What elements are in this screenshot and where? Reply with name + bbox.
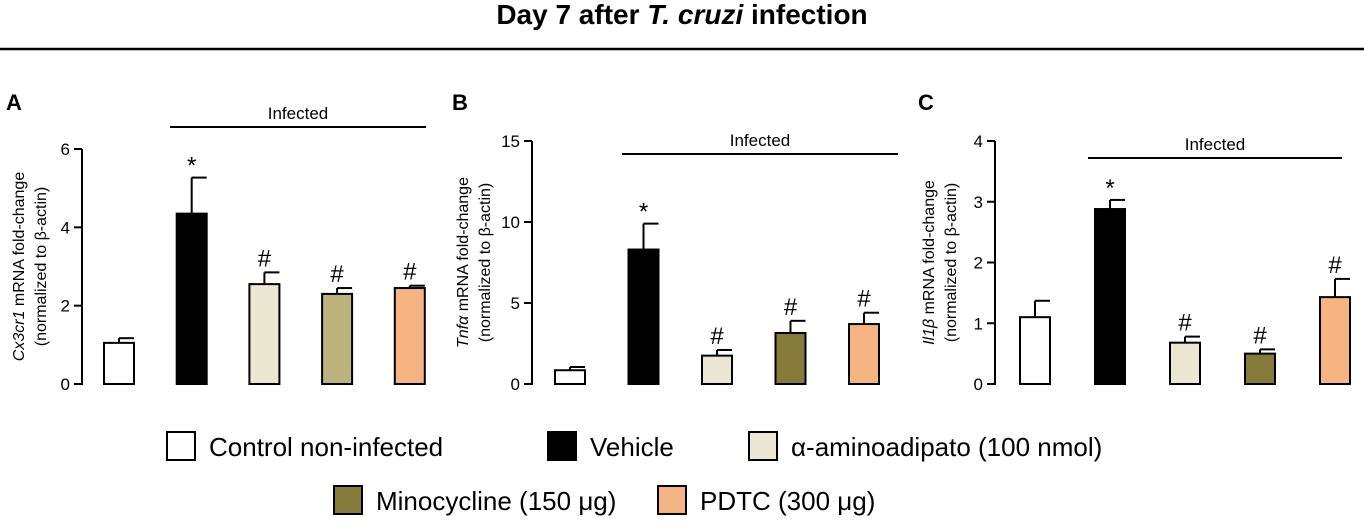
legend-item-3: α-aminoadipato (100 nmol) [748, 431, 1102, 462]
significance-hash: # [403, 259, 417, 286]
figure-title-italic: T. cruzi [647, 0, 744, 30]
legend-label: PDTC (300 μg) [700, 486, 875, 516]
significance-hash: # [258, 245, 272, 272]
significance-star: * [1105, 175, 1114, 202]
bar-2 [627, 248, 660, 385]
significance-star: * [639, 199, 648, 226]
y-tick-label: 1 [974, 314, 983, 333]
significance-hash: # [857, 286, 871, 313]
significance-hash: # [784, 294, 798, 321]
legend-item-5: PDTC (300 μg) [657, 485, 875, 516]
significance-hash: # [1253, 322, 1267, 349]
y-tick-label: 0 [61, 375, 70, 394]
infected-label: Infected [730, 131, 791, 150]
y-axis-label: Tnfα mRNA fold-change [455, 177, 472, 348]
y-tick-label: 2 [974, 254, 983, 273]
bar-1 [554, 369, 586, 386]
panel-letter: A [6, 90, 22, 115]
significance-hash: # [710, 323, 724, 350]
panel-a: A Cx3cr1 mRNA fold-change (normalized to β… [6, 90, 426, 394]
y-tick-label: 2 [61, 297, 70, 316]
legend-label: Vehicle [590, 432, 674, 462]
y-axis-label: Il1β mRNA fold-change [921, 180, 938, 345]
bar-1 [1019, 316, 1051, 385]
bar-5 [848, 323, 880, 385]
y-tick-label: 4 [974, 132, 983, 151]
y-tick-label: 6 [61, 140, 70, 159]
legend-label: α-aminoadipato (100 nmol) [791, 432, 1102, 462]
figure-title-prefix: Day 7 after [496, 0, 647, 30]
bar-3 [701, 354, 733, 385]
significance-star: * [187, 153, 196, 180]
y-tick-label: 5 [511, 294, 520, 313]
significance-hash: # [1328, 252, 1342, 279]
legend-item-1: Control non-infected [166, 431, 443, 462]
figure-title-suffix: infection [743, 0, 867, 30]
legend-label: Control non-infected [209, 432, 443, 462]
y-axis-label: Cx3cr1 mRNA fold-change [11, 172, 28, 362]
bar-4 [321, 292, 354, 385]
panel-letter: C [918, 90, 934, 115]
y-axis-label-gene: Tnfα [455, 315, 472, 348]
bar-3 [248, 283, 281, 385]
y-axis-label-normalization: (normalized to β-actin) [33, 187, 50, 346]
bar-5 [393, 287, 426, 385]
y-axis-label-unit: mRNA fold-change [921, 180, 938, 319]
bar-4 [1244, 352, 1276, 385]
legend: Control non-infected Vehicle α-aminoadipat… [166, 431, 1102, 516]
y-axis-label-gene: Cx3cr1 [11, 311, 28, 362]
significance-hash: # [1178, 310, 1192, 337]
panel-b: B Tnfα mRNA fold-change (normalized to β-a… [452, 90, 898, 394]
y-axis-label-normalization: (normalized to β-actin) [477, 183, 494, 342]
legend-item-2: Vehicle [547, 431, 674, 462]
legend-swatch [333, 485, 363, 515]
panel-c: C Il1β mRNA fold-change (normalized to β-a… [918, 90, 1351, 394]
bar-4 [774, 331, 807, 385]
y-axis-label-unit: mRNA fold-change [455, 177, 472, 316]
y-tick-label: 10 [501, 213, 520, 232]
y-axis-label-normalization: (normalized to β-actin) [943, 183, 960, 342]
infected-label: Infected [1185, 135, 1246, 154]
y-tick-label: 4 [61, 218, 70, 237]
chart-panels: A Cx3cr1 mRNA fold-change (normalized to β… [6, 90, 1351, 394]
bar-3 [1169, 341, 1201, 386]
y-tick-label: 0 [511, 375, 520, 394]
y-tick-label: 15 [501, 132, 520, 151]
y-tick-label: 3 [974, 193, 983, 212]
legend-swatch [748, 431, 778, 461]
legend-item-4: Minocycline (150 μg) [333, 485, 616, 516]
figure-title: Day 7 after T. cruzi infection [496, 0, 867, 30]
legend-label: Minocycline (150 μg) [376, 486, 616, 516]
panel-letter: B [452, 90, 468, 115]
infected-label: Infected [268, 104, 329, 123]
significance-hash: # [330, 261, 344, 288]
bar-5 [1319, 296, 1351, 385]
y-axis-label-unit: mRNA fold-change [11, 172, 28, 311]
bar-2 [175, 212, 208, 385]
legend-swatch [547, 431, 577, 461]
bar-1 [103, 341, 135, 385]
y-tick-label: 0 [974, 375, 983, 394]
y-axis-label-gene: Il1β [921, 319, 938, 345]
legend-swatch [166, 431, 196, 461]
legend-swatch [657, 485, 687, 515]
bar-2 [1094, 208, 1126, 385]
